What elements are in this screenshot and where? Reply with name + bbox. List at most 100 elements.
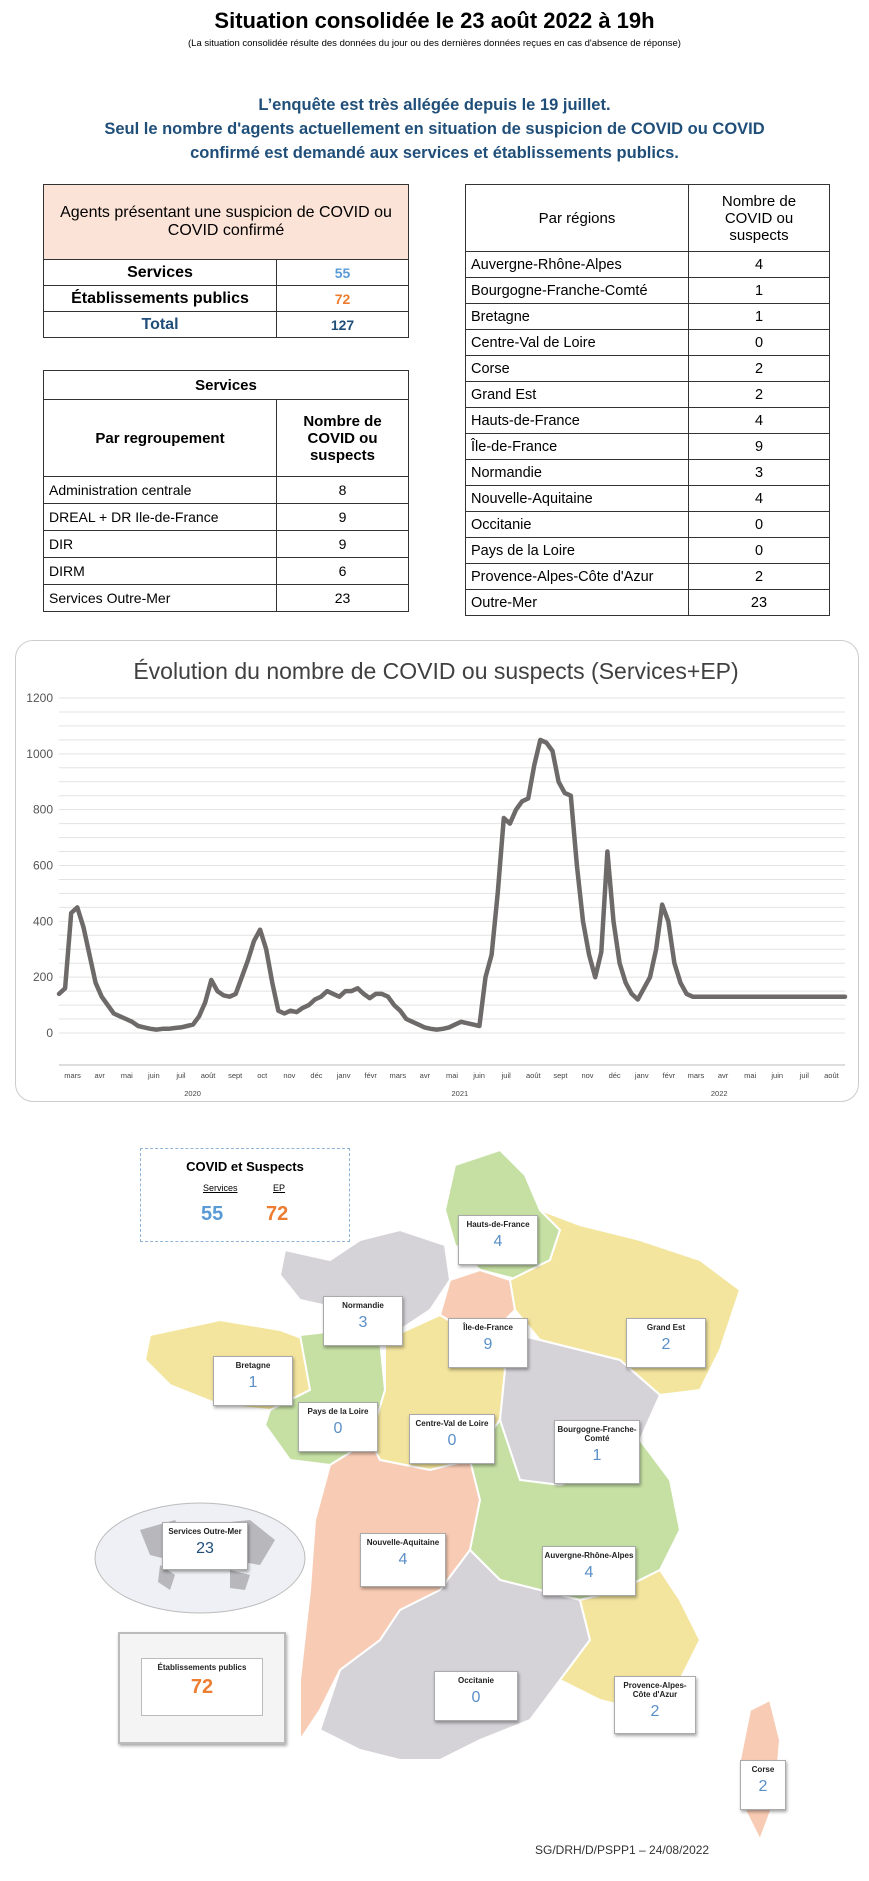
services-caption: Services bbox=[43, 370, 409, 400]
summary-heading: Agents présentant une suspicion de COVID… bbox=[43, 184, 409, 260]
region-name: Occitanie bbox=[465, 511, 689, 538]
region-card-value: 23 bbox=[196, 1540, 214, 1557]
region-card-label: Pays de la Loire bbox=[307, 1407, 369, 1416]
table-row: Normandie 3 bbox=[465, 459, 830, 486]
table-row: Hauts-de-France 4 bbox=[465, 407, 830, 434]
table-row: Corse 2 bbox=[465, 355, 830, 382]
x-year-label: 2022 bbox=[711, 1089, 728, 1098]
region-card-label: Auvergne-Rhône-Alpes bbox=[544, 1551, 634, 1560]
x-year-label: 2021 bbox=[452, 1089, 469, 1098]
region-card-label: Bourgogne-Franche-Comté bbox=[557, 1425, 637, 1443]
region-card-label: Bretagne bbox=[235, 1361, 271, 1370]
x-month-label: mars bbox=[389, 1071, 406, 1080]
region-card-value: 3 bbox=[358, 1314, 368, 1331]
chart-title: Évolution du nombre de COVID ou suspects… bbox=[133, 658, 739, 684]
region-name: Provence-Alpes-Côte d'Azur bbox=[465, 563, 689, 590]
region-card-label: Occitanie bbox=[457, 1676, 494, 1685]
table-row: Pays de la Loire 0 bbox=[465, 537, 830, 564]
x-month-label: avr bbox=[420, 1071, 431, 1080]
summary-row: Total 127 bbox=[43, 311, 409, 338]
regions-table: Par régions Nombre de COVID ou suspects … bbox=[465, 184, 830, 616]
x-month-label: sept bbox=[228, 1071, 243, 1080]
region-value: 1 bbox=[688, 303, 830, 330]
service-value: 8 bbox=[276, 476, 409, 504]
region-value: 2 bbox=[688, 381, 830, 408]
legend-title: COVID et Suspects bbox=[186, 1159, 304, 1174]
x-month-label: sept bbox=[553, 1071, 568, 1080]
region-card-corse: Corse 2 bbox=[740, 1760, 786, 1810]
region-value: 4 bbox=[688, 407, 830, 434]
region-name: Corse bbox=[465, 355, 689, 382]
region-value: 2 bbox=[688, 563, 830, 590]
summary-row: Établissements publics 72 bbox=[43, 285, 409, 312]
x-month-label: avr bbox=[94, 1071, 105, 1080]
chart-y-axis: 0 200 400 600 800 1000 1200 bbox=[26, 691, 53, 1040]
y-tick-label: 200 bbox=[33, 970, 53, 984]
notice-line-3: confirmé est demandé aux services et éta… bbox=[190, 144, 679, 162]
service-name: DIRM bbox=[43, 557, 277, 585]
x-year-label: 2020 bbox=[184, 1089, 201, 1098]
x-month-label: juin bbox=[770, 1071, 783, 1080]
region-card-value: 1 bbox=[248, 1374, 258, 1391]
x-month-label: juil bbox=[799, 1071, 810, 1080]
region-value: 1 bbox=[688, 277, 830, 304]
x-month-label: févr bbox=[364, 1071, 377, 1080]
service-value: 9 bbox=[276, 503, 409, 531]
france-regions-map bbox=[94, 1148, 782, 1843]
region-shape-normandie bbox=[278, 1228, 452, 1332]
service-name: Services Outre-Mer bbox=[43, 584, 277, 612]
table-row: Auvergne-Rhône-Alpes 4 bbox=[465, 251, 830, 278]
region-name: Outre-Mer bbox=[465, 589, 689, 616]
chart-grid bbox=[59, 697, 845, 1034]
table-row: Centre-Val de Loire 0 bbox=[465, 329, 830, 356]
chart-x-axis: mars avr mai juin juil août sept oct nov déc janv f… bbox=[59, 1064, 845, 1098]
region-card-value: 4 bbox=[493, 1233, 503, 1250]
x-month-label: mai bbox=[121, 1071, 133, 1080]
table-row: Grand Est 2 bbox=[465, 381, 830, 408]
service-name: DIR bbox=[43, 530, 277, 558]
table-row: Occitanie 0 bbox=[465, 511, 830, 538]
region-name: Nouvelle-Aquitaine bbox=[465, 485, 689, 512]
table-row: Administration centrale 8 bbox=[43, 476, 409, 504]
x-month-label: juin bbox=[472, 1071, 485, 1080]
service-name: Administration centrale bbox=[43, 476, 277, 504]
services-col-2: Nombre de COVID ou suspects bbox=[276, 399, 409, 477]
y-tick-label: 1200 bbox=[26, 691, 53, 705]
table-row: Services Outre-Mer 23 bbox=[43, 584, 409, 612]
page-subtitle: (La situation consolidée résulte des don… bbox=[188, 38, 681, 49]
series-line bbox=[56, 737, 848, 1032]
x-month-label: mai bbox=[446, 1071, 458, 1080]
regions-col-2: Nombre de COVID ou suspects bbox=[688, 184, 830, 252]
region-name: Normandie bbox=[465, 459, 689, 486]
table-row: Outre-Mer 23 bbox=[465, 589, 830, 616]
table-row: Nouvelle-Aquitaine 4 bbox=[465, 485, 830, 512]
region-card-nouvelle-aquitaine: Nouvelle-Aquitaine 4 bbox=[360, 1533, 446, 1587]
region-card-paca: Provence-Alpes-Côte d'Azur 2 bbox=[614, 1676, 696, 1734]
x-month-label: nov bbox=[581, 1071, 593, 1080]
summary-label: Établissements publics bbox=[43, 285, 277, 312]
table-row: Île-de-France 9 bbox=[465, 433, 830, 460]
region-card-value: 4 bbox=[584, 1564, 594, 1581]
summary-value: 72 bbox=[276, 285, 409, 312]
region-card-label: Nouvelle-Aquitaine bbox=[366, 1538, 440, 1547]
region-card-value: 1 bbox=[592, 1447, 602, 1464]
y-tick-label: 1000 bbox=[26, 747, 53, 761]
region-card-bourgogne-franche-comte: Bourgogne-Franche-Comté 1 bbox=[554, 1420, 640, 1484]
region-value: 23 bbox=[688, 589, 830, 616]
region-value: 9 bbox=[688, 433, 830, 460]
region-card-value: 2 bbox=[650, 1703, 660, 1720]
x-month-label: janv bbox=[634, 1071, 649, 1080]
legend-ep-value: 72 bbox=[266, 1203, 289, 1225]
region-card-auvergne-rhone-alpes: Auvergne-Rhône-Alpes 4 bbox=[542, 1546, 636, 1596]
region-card-label: Corse bbox=[751, 1765, 775, 1774]
chart-panel bbox=[15, 640, 859, 1102]
footer-reference: SG/DRH/D/PSPP1 – 24/08/2022 bbox=[535, 1843, 710, 1857]
region-card-normandie: Normandie 3 bbox=[323, 1296, 403, 1346]
region-card-label: Île-de-France bbox=[463, 1323, 513, 1332]
region-value: 0 bbox=[688, 511, 830, 538]
map-legend: COVID et Suspects Services EP 55 72 bbox=[140, 1148, 350, 1242]
region-name: Île-de-France bbox=[465, 433, 689, 460]
region-value: 0 bbox=[688, 537, 830, 564]
region-card-label: Services Outre-Mer bbox=[168, 1527, 242, 1536]
y-tick-label: 0 bbox=[46, 1026, 53, 1040]
